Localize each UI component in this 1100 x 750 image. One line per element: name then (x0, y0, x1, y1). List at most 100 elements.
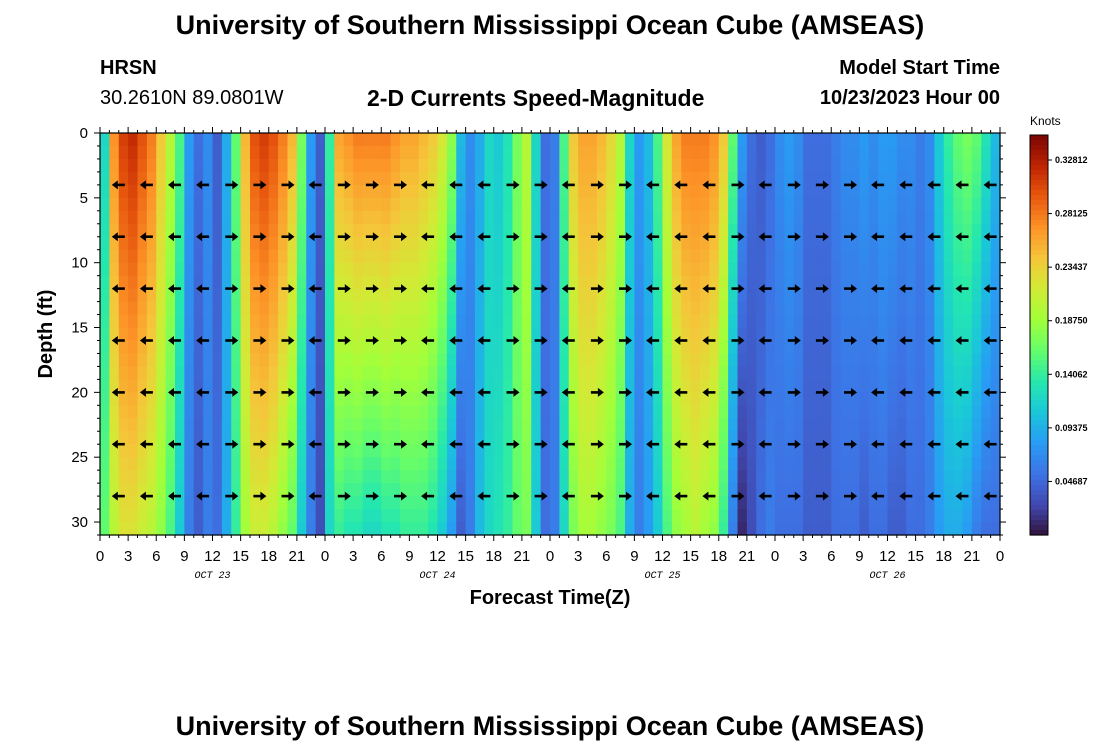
heatmap-cell (550, 392, 560, 406)
heatmap-cell (990, 301, 1001, 316)
heatmap-cell (615, 133, 626, 147)
heatmap-cell (221, 314, 232, 329)
heatmap-cell (728, 133, 739, 147)
heatmap-cell (878, 184, 889, 199)
heatmap-cell (315, 236, 326, 251)
heatmap-cell (128, 470, 139, 484)
current-arrow (871, 180, 885, 190)
heatmap-cell (296, 288, 307, 303)
heatmap-cell (606, 184, 617, 199)
current-arrow (590, 387, 604, 397)
heatmap-cell (175, 158, 185, 173)
heatmap-cell (296, 223, 307, 238)
heatmap-cell (925, 366, 935, 380)
heatmap-cell (109, 314, 120, 329)
current-arrow (534, 439, 548, 449)
colorbar-segment (1030, 245, 1048, 251)
heatmap-cell (390, 327, 401, 342)
heatmap-cell (634, 314, 645, 329)
heatmap-cell (203, 262, 214, 277)
current-arrow (196, 439, 210, 449)
heatmap-cell (821, 353, 832, 368)
heatmap-cell (859, 340, 870, 355)
heatmap-cell (268, 288, 279, 303)
heatmap-cell (653, 133, 664, 147)
heatmap-cell (146, 444, 157, 458)
heatmap-cell (840, 184, 851, 199)
heatmap-cell (943, 353, 954, 368)
heatmap-cell (409, 379, 420, 393)
heatmap-cell (437, 262, 448, 277)
heatmap-cell (315, 366, 326, 380)
current-arrow (844, 180, 857, 190)
heatmap-cell (212, 444, 223, 458)
heatmap-cell (531, 457, 542, 471)
heatmap-cell (568, 223, 579, 238)
heatmap-cell (634, 509, 645, 523)
heatmap-cell (606, 379, 617, 393)
colorbar-segment (1030, 165, 1048, 171)
heatmap-cell (259, 392, 270, 406)
heatmap-cell (100, 158, 110, 173)
heatmap-cell (343, 496, 354, 510)
footer-title: University of Southern Mississippi Ocean… (175, 711, 925, 741)
heatmap-cell (896, 340, 907, 355)
heatmap-cell (671, 262, 682, 277)
heatmap-cell (118, 197, 129, 212)
heatmap-cell (578, 379, 589, 393)
heatmap-cell (850, 158, 860, 173)
heatmap-cell (896, 392, 907, 406)
heatmap-cell (606, 249, 617, 264)
heatmap-cell (596, 457, 607, 471)
heatmap-cell (128, 366, 139, 380)
heatmap-cell (343, 249, 354, 264)
current-arrow (983, 180, 997, 190)
heatmap-cell (746, 470, 757, 484)
heatmap-cell (550, 327, 560, 342)
heatmap-cell (784, 353, 795, 368)
heatmap-cell (756, 314, 767, 329)
heatmap-cell (634, 405, 645, 419)
heatmap-cell (156, 184, 167, 199)
heatmap-cell (990, 379, 1001, 393)
current-arrow (308, 439, 322, 449)
heatmap-cell (990, 171, 1001, 186)
heatmap-cell (971, 210, 982, 225)
heatmap-cell (184, 366, 195, 380)
current-arrow (168, 491, 181, 501)
heatmap-cell (287, 327, 298, 342)
heatmap-cell (193, 223, 204, 238)
heatmap-cell (212, 392, 223, 406)
heatmap-cell (962, 457, 973, 471)
heatmap-cell (287, 236, 298, 251)
heatmap-cell (390, 184, 401, 199)
heatmap-cell (400, 223, 410, 238)
heatmap-cell (109, 249, 120, 264)
heatmap-cell (625, 158, 635, 173)
x-tick-label: 18 (710, 548, 727, 565)
heatmap-cell (165, 470, 176, 484)
current-arrow (702, 336, 716, 345)
heatmap-cell (203, 158, 214, 173)
heatmap-cell (831, 197, 842, 212)
heatmap-cell (503, 405, 514, 419)
heatmap-cell (418, 392, 429, 406)
heatmap-cell (896, 457, 907, 471)
heatmap-cell (521, 522, 532, 536)
heatmap-cell (306, 249, 317, 264)
heatmap-cell (681, 275, 692, 290)
heatmap-cell (446, 236, 457, 251)
heatmap-cell (906, 418, 917, 432)
heatmap-cell (596, 405, 607, 419)
heatmap-cell (578, 184, 589, 199)
heatmap-cell (746, 145, 757, 160)
heatmap-cell (690, 379, 701, 393)
current-arrow (506, 284, 520, 294)
current-arrow (308, 180, 322, 190)
heatmap-cell (203, 145, 214, 160)
heatmap-cell (456, 340, 467, 355)
heatmap-cell (793, 223, 804, 238)
current-arrow (506, 180, 520, 190)
heatmap-cell (521, 379, 532, 393)
heatmap-cell (165, 509, 176, 523)
